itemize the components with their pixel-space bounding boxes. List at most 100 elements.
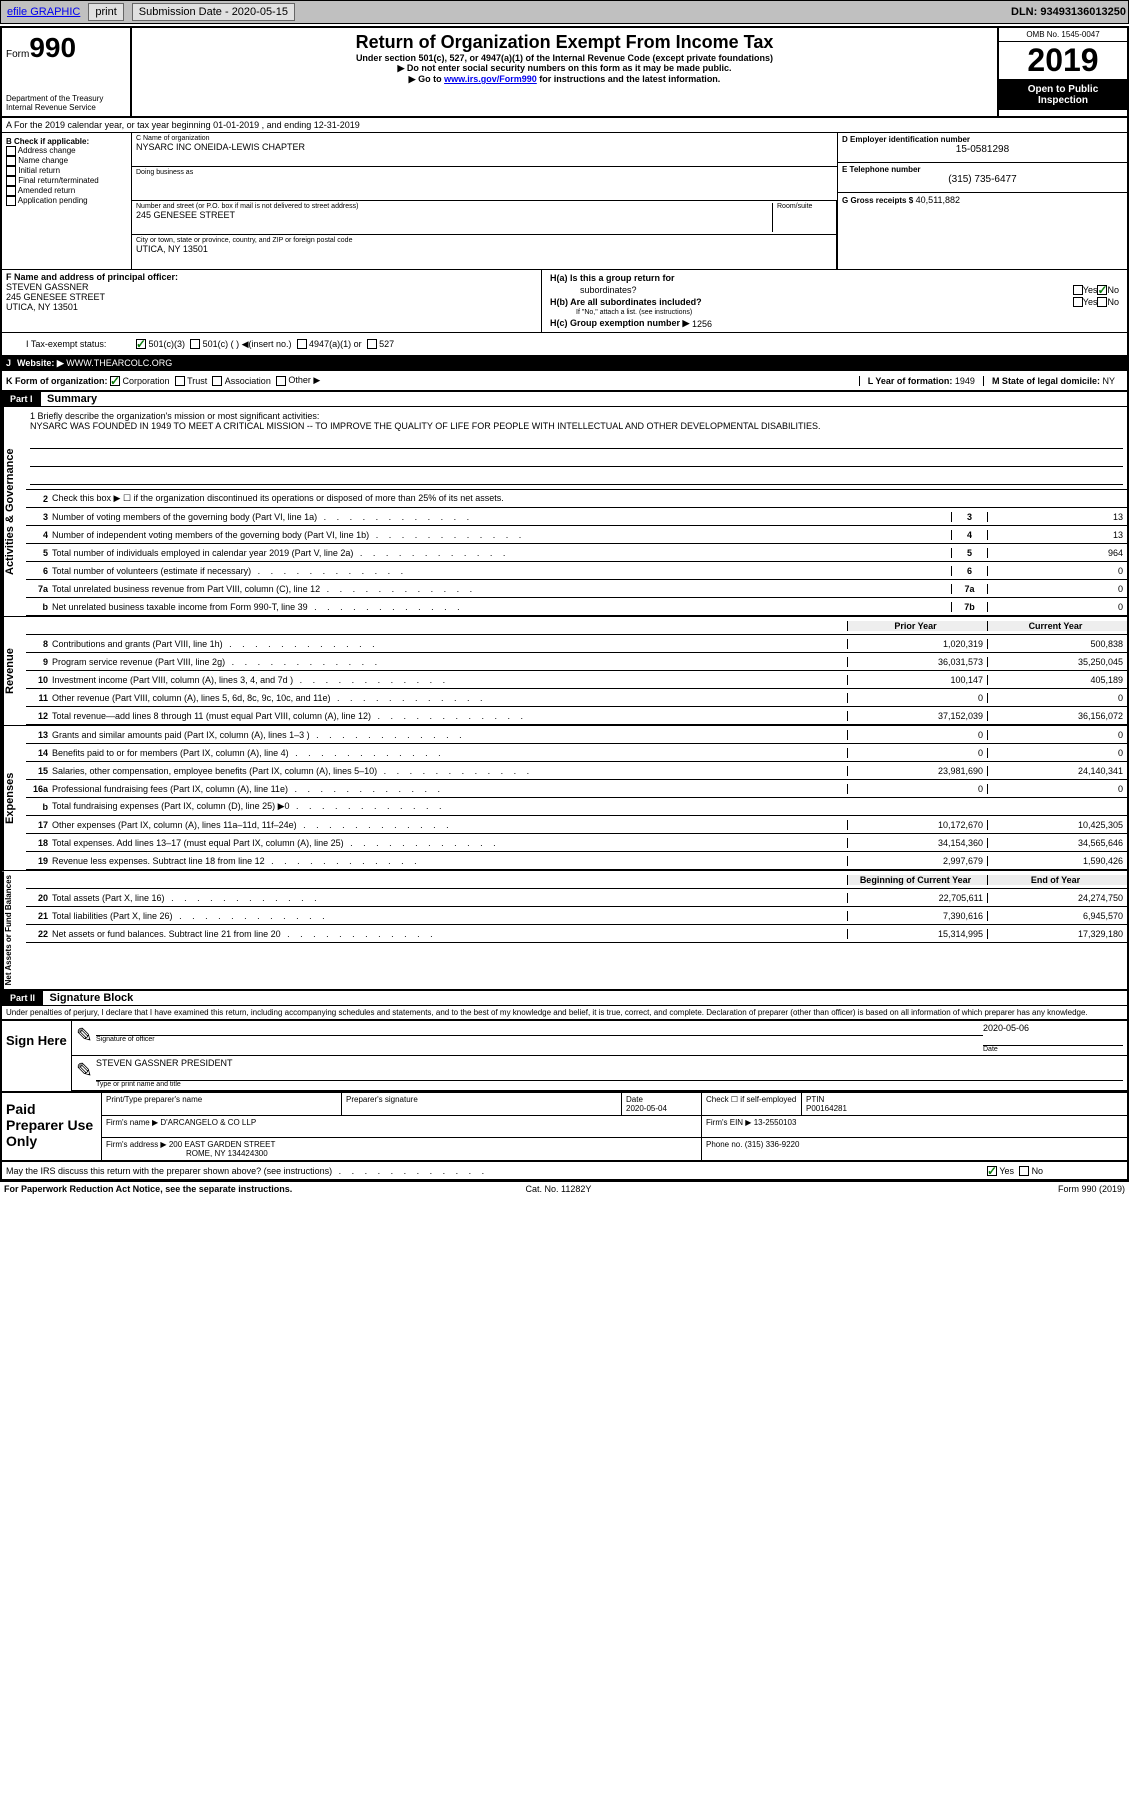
begin-year-hdr: Beginning of Current Year	[847, 875, 987, 885]
part1-header: Part I Summary	[2, 392, 1127, 407]
page-footer: For Paperwork Reduction Act Notice, see …	[0, 1182, 1129, 1196]
col-b-title: B Check if applicable:	[6, 137, 127, 146]
b-item-4: Amended return	[18, 186, 75, 195]
firm-ein-label: Firm's EIN ▶	[706, 1118, 751, 1127]
b-checkbox-2[interactable]	[6, 166, 16, 176]
hb-no: No	[1107, 297, 1119, 307]
form-number: 990	[29, 32, 76, 63]
officer-addr2: UTICA, NY 13501	[6, 302, 537, 312]
pen-icon-2: ✎	[76, 1058, 96, 1088]
part2-header: Part II Signature Block	[2, 989, 1127, 1006]
b-checkbox-5[interactable]	[6, 196, 16, 206]
open-inspection: Open to Public Inspection	[999, 80, 1127, 110]
org-name-label: C Name of organization	[136, 135, 833, 142]
discuss-yes: Yes	[999, 1166, 1014, 1176]
form-header-center: Return of Organization Exempt From Incom…	[132, 28, 997, 116]
discuss-row: May the IRS discuss this return with the…	[2, 1162, 1127, 1180]
ein-value: 15-0581298	[842, 144, 1123, 155]
net-side-label: Net Assets or Fund Balances	[2, 871, 26, 989]
form-subtitle-1: Under section 501(c), 527, or 4947(a)(1)…	[136, 53, 993, 63]
corp-checkbox[interactable]	[110, 376, 120, 386]
data-row: 9Program service revenue (Part VIII, lin…	[26, 653, 1127, 671]
ha-yes-checkbox[interactable]	[1073, 285, 1083, 295]
mission-label: 1 Briefly describe the organization's mi…	[30, 411, 1123, 421]
data-row: 8Contributions and grants (Part VIII, li…	[26, 635, 1127, 653]
4947-checkbox[interactable]	[297, 339, 307, 349]
sign-here-label: Sign Here	[2, 1021, 72, 1091]
room-label: Room/suite	[777, 203, 832, 210]
527-checkbox[interactable]	[367, 339, 377, 349]
footer-mid: Cat. No. 11282Y	[526, 1184, 592, 1194]
street-label: Number and street (or P.O. box if mail i…	[136, 203, 772, 210]
501c3-checkbox[interactable]	[136, 339, 146, 349]
sig-officer-label: Signature of officer	[96, 1035, 983, 1043]
tax-year: 2019	[999, 42, 1127, 80]
goto-post: for instructions and the latest informat…	[537, 74, 721, 84]
paid-preparer-label: Paid Preparer Use Only	[2, 1093, 102, 1160]
footer-right: Form 990 (2019)	[1058, 1184, 1125, 1194]
sig-date: 2020-05-06	[983, 1023, 1123, 1033]
data-row: 10Investment income (Part VIII, column (…	[26, 671, 1127, 689]
b-item-1: Name change	[18, 156, 68, 165]
discuss-yes-checkbox[interactable]	[987, 1166, 997, 1176]
tax-status-label: I Tax-exempt status:	[6, 337, 136, 351]
part1-badge: Part I	[2, 392, 41, 406]
data-row: 17Other expenses (Part IX, column (A), l…	[26, 816, 1127, 834]
m-value: NY	[1102, 376, 1115, 386]
irs-link[interactable]: www.irs.gov/Form990	[444, 74, 537, 84]
prep-sig-label: Preparer's signature	[342, 1093, 622, 1115]
assoc-checkbox[interactable]	[212, 376, 222, 386]
firm-addr-label: Firm's address ▶	[106, 1140, 167, 1149]
row-k-form-org: K Form of organization: Corporation Trus…	[2, 371, 1127, 392]
ha-no-checkbox[interactable]	[1097, 285, 1107, 295]
discuss-question: May the IRS discuss this return with the…	[2, 1164, 987, 1178]
ptin-label: PTIN	[806, 1095, 824, 1104]
website-label: Website: ▶	[17, 358, 64, 369]
activities-section: Activities & Governance 1 Briefly descri…	[2, 407, 1127, 616]
hb-yes-checkbox[interactable]	[1073, 297, 1083, 307]
l-value: 1949	[955, 376, 975, 386]
activity-row: 6Total number of volunteers (estimate if…	[26, 562, 1127, 580]
b-checkbox-4[interactable]	[6, 186, 16, 196]
opt-assoc: Association	[225, 376, 271, 386]
print-button[interactable]: print	[88, 3, 123, 21]
b-checkbox-1[interactable]	[6, 156, 16, 166]
officer-label: F Name and address of principal officer:	[6, 272, 537, 282]
firm-name-label: Firm's name ▶	[106, 1118, 158, 1127]
efile-link[interactable]: efile GRAPHIC	[7, 6, 80, 18]
other-checkbox[interactable]	[276, 376, 286, 386]
data-row: 21Total liabilities (Part X, line 26)7,3…	[26, 907, 1127, 925]
501c-checkbox[interactable]	[190, 339, 200, 349]
hb-no-checkbox[interactable]	[1097, 297, 1107, 307]
trust-checkbox[interactable]	[175, 376, 185, 386]
city-label: City or town, state or province, country…	[136, 237, 832, 244]
part2-title: Signature Block	[46, 992, 134, 1004]
data-row: 12Total revenue—add lines 8 through 11 (…	[26, 707, 1127, 725]
discuss-no-checkbox[interactable]	[1019, 1166, 1029, 1176]
mission-text: NYSARC WAS FOUNDED IN 1949 TO MEET A CRI…	[30, 421, 1123, 431]
discuss-no: No	[1032, 1166, 1044, 1176]
opt-4947: 4947(a)(1) or	[309, 339, 362, 349]
opt-other: Other ▶	[288, 375, 320, 386]
submission-date-button[interactable]: Submission Date - 2020-05-15	[132, 3, 295, 21]
k-label: K Form of organization:	[6, 376, 108, 386]
line2-text: Check this box ▶ ☐ if the organization d…	[52, 491, 1127, 506]
officer-typed-name: STEVEN GASSNER PRESIDENT	[96, 1058, 1123, 1068]
data-row: 20Total assets (Part X, line 16)22,705,6…	[26, 889, 1127, 907]
form-header: Form990 Department of the Treasury Inter…	[2, 28, 1127, 118]
row-i-tax-status: I Tax-exempt status: 501(c)(3) 501(c) ( …	[2, 333, 1127, 356]
data-row: 11Other revenue (Part VIII, column (A), …	[26, 689, 1127, 707]
col-c-org-info: C Name of organization NYSARC INC ONEIDA…	[132, 133, 837, 269]
website-value: WWW.THEARCOLC.ORG	[66, 358, 172, 369]
firm-phone-label: Phone no.	[706, 1140, 742, 1149]
row-j-website: J Website: ▶ WWW.THEARCOLC.ORG	[2, 356, 1127, 371]
officer-addr1: 245 GENESEE STREET	[6, 292, 537, 302]
b-checkbox-0[interactable]	[6, 146, 16, 156]
opt-trust: Trust	[187, 376, 207, 386]
part1-title: Summary	[43, 393, 97, 405]
ptin-value: P00164281	[806, 1104, 847, 1113]
ha-sub: subordinates?	[550, 285, 1073, 295]
b-checkbox-3[interactable]	[6, 176, 16, 186]
dba-label: Doing business as	[136, 169, 833, 176]
pen-icon: ✎	[76, 1023, 96, 1053]
